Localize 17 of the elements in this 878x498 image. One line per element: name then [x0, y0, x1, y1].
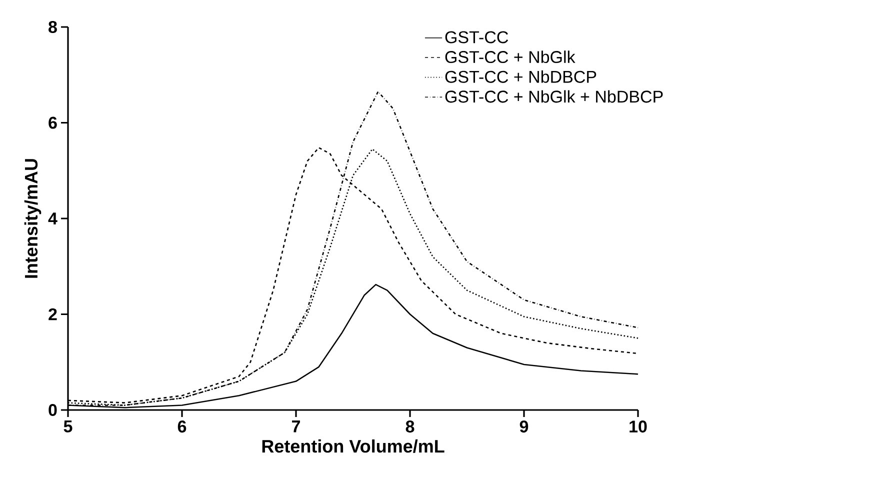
- legend-label: GST-CC + NbGlk: [445, 50, 576, 64]
- y-tick-label: 4: [48, 212, 58, 224]
- x-tick-label: 7: [292, 420, 300, 432]
- x-tick-label: 6: [178, 420, 186, 433]
- x-tick-label: 8: [406, 420, 414, 433]
- legend-label: GST-CC + NbGlk + NbDBCP: [445, 90, 663, 103]
- x-tick-label: 10: [630, 420, 647, 433]
- legend-label: GST-CC: [445, 31, 508, 44]
- y-tick-label: 0: [48, 404, 57, 416]
- legend-label: GST-CC + NbDBCP: [445, 70, 596, 83]
- y-tick-label: 6: [48, 116, 57, 129]
- y-tick-label: 2: [48, 308, 57, 320]
- x-tick-label: 5: [64, 420, 72, 432]
- x-tick-label: 9: [520, 420, 528, 433]
- y-tick-label: 8: [48, 20, 57, 34]
- x-axis-title: Retention Volume/mL: [262, 439, 444, 453]
- y-axis-title: Intensity/mAU: [24, 159, 42, 278]
